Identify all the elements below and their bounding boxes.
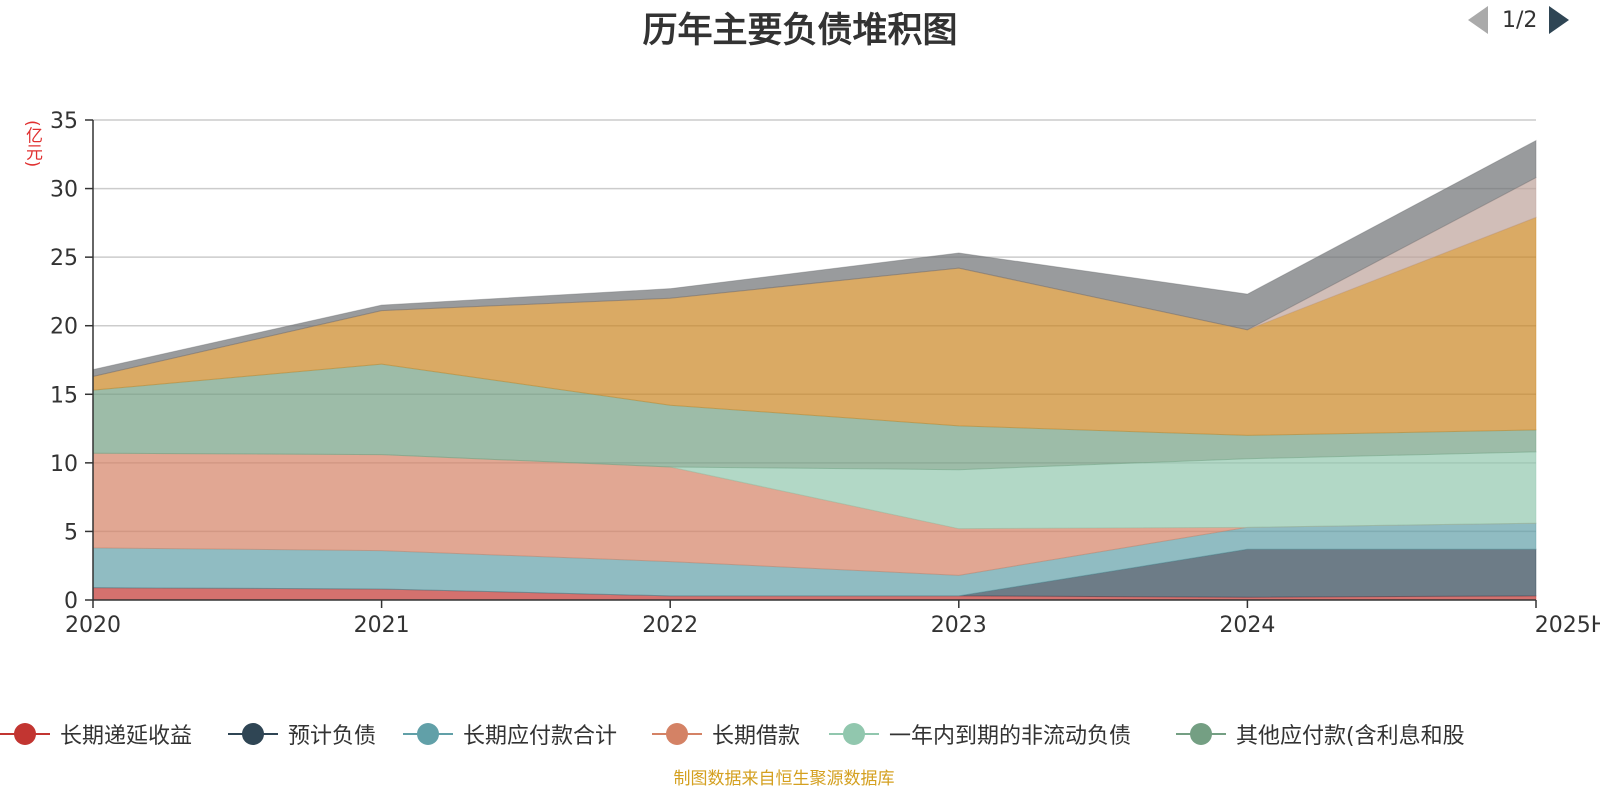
legend: 长期递延收益 预计负债 长期应付款合计 长期借款 一年内到期的非流动负债 其他应付款(含利… [0,714,1600,754]
x-tick-label: 2023 [931,613,987,638]
legend-label: 预计负债 [288,724,377,749]
source-note: 制图数据来自恒生聚源数据库 [673,769,895,789]
legend-item[interactable]: 长期应付款合计 [403,714,617,754]
chart-plot: 0 5 10 15 20 25 30 35 2020 2021 2022 2023 2024 2025H1 [50,109,1600,638]
axes: 0 5 10 15 20 25 30 35 2020 2021 2022 2023 2024 2025H1 [50,109,1600,638]
y-axis-unit-label: (亿元) [22,120,42,168]
x-tick-label: 2020 [65,613,121,638]
x-tick-label: 2024 [1219,613,1275,638]
legend-marker-icon [652,714,702,754]
y-tick-label: 25 [50,246,78,271]
legend-label: 长期应付款合计 [463,724,618,749]
chart-title: 历年主要负债堆积图 [642,11,958,51]
legend-prev-page-icon[interactable] [1468,6,1488,34]
legend-label: 其他应付款(含利息和股 [1236,724,1465,749]
x-tick-label: 2025H1 [1535,613,1600,638]
legend-label: 长期借款 [712,724,801,749]
legend-marker-icon [829,714,879,754]
y-tick-label: 5 [64,520,78,545]
legend-marker-icon [228,714,278,754]
legend-page-indicator: 1/2 [1502,7,1538,33]
area-series-8 [92,139,1537,378]
y-tick-label: 10 [50,452,78,477]
y-tick-label: 35 [50,109,78,134]
area-series-layer [92,139,1537,601]
legend-item[interactable]: 一年内到期的非流动负债 [829,714,1131,754]
area-series-7 [92,176,1537,377]
legend-item[interactable]: 长期递延收益 [0,714,192,754]
legend-item[interactable]: 长期借款 [652,714,800,754]
y-tick-label: 15 [50,383,78,408]
area-series-1 [92,548,1537,598]
legend-marker-icon [1176,714,1226,754]
x-tick-label: 2022 [642,613,698,638]
legend-marker-icon [0,714,50,754]
legend-pager: 1/2 [1468,0,1570,40]
legend-label: 长期递延收益 [60,724,193,749]
y-tick-label: 0 [64,589,78,614]
legend-next-page-icon[interactable] [1549,6,1570,34]
legend-item[interactable]: 其他应付款(含利息和股 [1176,714,1465,754]
legend-marker-icon [403,714,453,754]
y-tick-label: 20 [50,315,78,340]
legend-label: 一年内到期的非流动负债 [889,724,1132,749]
y-tick-label: 30 [50,178,78,203]
area-series-6 [92,216,1537,436]
legend-item[interactable]: 预计负债 [228,714,376,754]
x-tick-label: 2021 [354,613,410,638]
